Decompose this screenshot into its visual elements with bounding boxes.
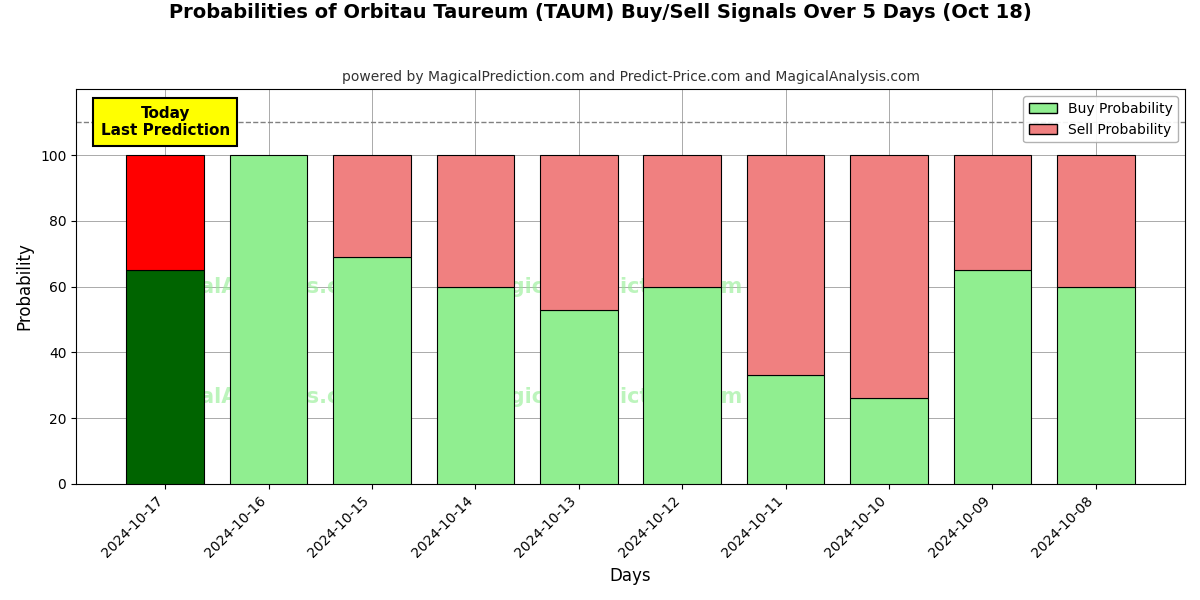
Bar bbox=[954, 270, 1031, 484]
Bar bbox=[746, 155, 824, 376]
Bar bbox=[126, 155, 204, 270]
Bar bbox=[334, 257, 410, 484]
Text: MagicalPrediction.com: MagicalPrediction.com bbox=[475, 387, 742, 407]
Bar bbox=[746, 376, 824, 484]
Bar bbox=[851, 155, 928, 398]
Legend: Buy Probability, Sell Probability: Buy Probability, Sell Probability bbox=[1024, 96, 1178, 142]
Text: MagicalPrediction.com: MagicalPrediction.com bbox=[475, 277, 742, 296]
Bar bbox=[1057, 287, 1134, 484]
Bar bbox=[643, 155, 721, 287]
Text: MagicalAnalysis.com: MagicalAnalysis.com bbox=[131, 387, 376, 407]
Title: powered by MagicalPrediction.com and Predict-Price.com and MagicalAnalysis.com: powered by MagicalPrediction.com and Pre… bbox=[342, 70, 919, 84]
X-axis label: Days: Days bbox=[610, 567, 652, 585]
Bar bbox=[643, 287, 721, 484]
Text: Probabilities of Orbitau Taureum (TAUM) Buy/Sell Signals Over 5 Days (Oct 18): Probabilities of Orbitau Taureum (TAUM) … bbox=[169, 3, 1031, 22]
Bar bbox=[851, 398, 928, 484]
Text: Today
Last Prediction: Today Last Prediction bbox=[101, 106, 230, 139]
Bar bbox=[540, 310, 618, 484]
Bar bbox=[540, 155, 618, 310]
Bar bbox=[230, 155, 307, 484]
Bar bbox=[437, 287, 514, 484]
Text: MagicalAnalysis.com: MagicalAnalysis.com bbox=[131, 277, 376, 296]
Bar bbox=[954, 155, 1031, 270]
Y-axis label: Probability: Probability bbox=[14, 242, 32, 331]
Bar bbox=[334, 155, 410, 257]
Bar bbox=[437, 155, 514, 287]
Bar bbox=[1057, 155, 1134, 287]
Bar bbox=[126, 270, 204, 484]
